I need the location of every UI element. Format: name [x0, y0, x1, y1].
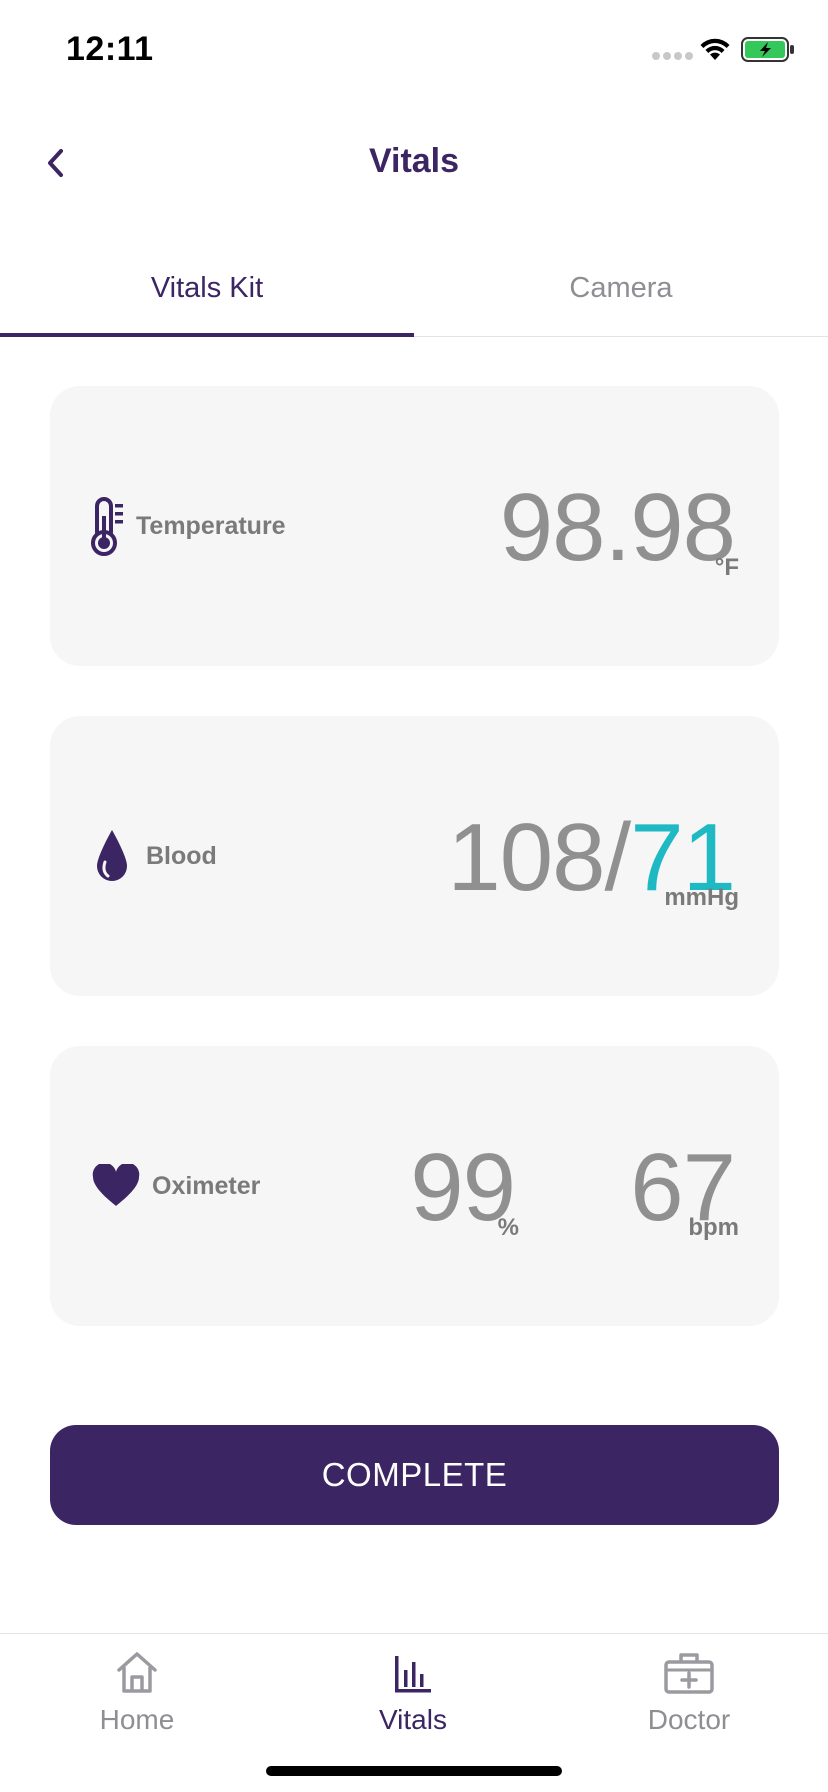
- heart-icon: [90, 1164, 142, 1208]
- wifi-icon: [700, 38, 730, 60]
- page-title: Vitals: [368, 142, 460, 180]
- temperature-label: Temperature: [136, 511, 286, 540]
- nav-label-home: Home: [99, 1704, 175, 1735]
- bottom-nav: Home Vitals Doctor: [0, 1633, 828, 1792]
- oximeter-label: Oximeter: [152, 1171, 261, 1200]
- systolic-value: 108: [447, 804, 605, 911]
- status-time: 12:11: [66, 30, 154, 68]
- medical-kit-icon: [664, 1653, 714, 1694]
- temperature-value: 98.98: [499, 474, 736, 581]
- back-button[interactable]: [38, 138, 72, 188]
- blood-pressure-card[interactable]: Blood 108/71 mmHg: [50, 716, 779, 996]
- temperature-unit: °F: [714, 554, 739, 581]
- nav-label-doctor: Doctor: [647, 1704, 731, 1735]
- battery-charging-icon: [741, 37, 794, 62]
- tab-camera[interactable]: Camera: [569, 272, 673, 304]
- status-bar: 12:11: [0, 0, 828, 100]
- temperature-card[interactable]: Temperature 98.98 °F: [50, 386, 779, 666]
- nav-item-vitals[interactable]: Vitals: [313, 1646, 513, 1736]
- oximeter-card[interactable]: Oximeter 99 % 67 bpm: [50, 1046, 779, 1326]
- blood-pressure-value: 108/71: [447, 810, 736, 906]
- blood-pressure-separator: /: [604, 804, 632, 911]
- blood-drop-icon: [90, 826, 134, 886]
- diastolic-value: 71: [630, 804, 736, 911]
- chevron-left-icon: [48, 149, 63, 177]
- pulse-value: 67: [630, 1134, 736, 1241]
- nav-item-home[interactable]: Home: [37, 1646, 237, 1736]
- spo2-value: 99: [410, 1134, 516, 1241]
- blood-label: Blood: [146, 841, 217, 870]
- bar-chart-icon: [395, 1656, 431, 1693]
- pulse-unit: bpm: [688, 1214, 739, 1241]
- signal-dots-icon: [652, 52, 693, 60]
- spo2-unit: %: [497, 1214, 519, 1241]
- blood-pressure-unit: mmHg: [664, 884, 739, 911]
- tab-vitals-kit[interactable]: Vitals Kit: [0, 240, 414, 337]
- thermometer-icon: [90, 496, 126, 556]
- tab-bar: Vitals Kit Camera: [0, 240, 828, 337]
- complete-button[interactable]: COMPLETE: [50, 1425, 779, 1525]
- nav-item-doctor[interactable]: Doctor: [589, 1646, 789, 1736]
- home-indicator: [266, 1766, 562, 1776]
- nav-label-vitals: Vitals: [379, 1704, 447, 1735]
- home-icon: [117, 1652, 157, 1693]
